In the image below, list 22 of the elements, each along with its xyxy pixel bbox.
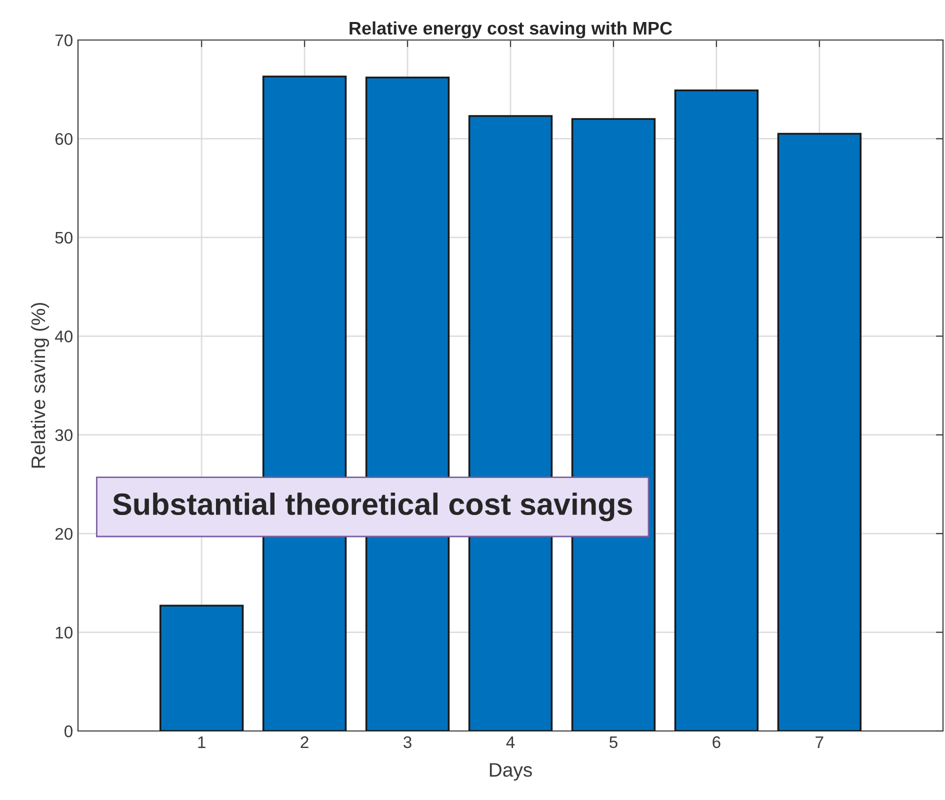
- y-tick-label: 40: [54, 330, 72, 342]
- bar: [777, 132, 862, 731]
- x-tick-label: 2: [300, 736, 308, 748]
- y-tick-label: 70: [55, 34, 72, 46]
- y-tick-label: 20: [55, 528, 72, 540]
- y-tick-label: 60: [55, 133, 72, 145]
- x-tick-label: 3: [404, 736, 412, 748]
- chart-title: Relative energy cost saving with MPC: [350, 21, 672, 38]
- x-tick-label: 6: [712, 736, 720, 748]
- x-tick-label: 7: [816, 736, 824, 748]
- y-tick-label: 10: [56, 626, 72, 638]
- y-tick-label: 0: [64, 725, 72, 738]
- x-tick-label: 5: [610, 736, 618, 748]
- annotation: Substantial theoretical cost savings: [112, 492, 632, 522]
- y-axis-title: Relative saving (%): [30, 302, 50, 468]
- y-tick-label: 30: [55, 429, 72, 442]
- x-tick-label: 4: [506, 736, 515, 748]
- bar: [159, 604, 244, 731]
- x-axis-title: Days: [490, 763, 532, 781]
- bar: [674, 89, 759, 731]
- x-tick-label: 1: [198, 736, 206, 748]
- y-tick-label: 50: [55, 232, 72, 244]
